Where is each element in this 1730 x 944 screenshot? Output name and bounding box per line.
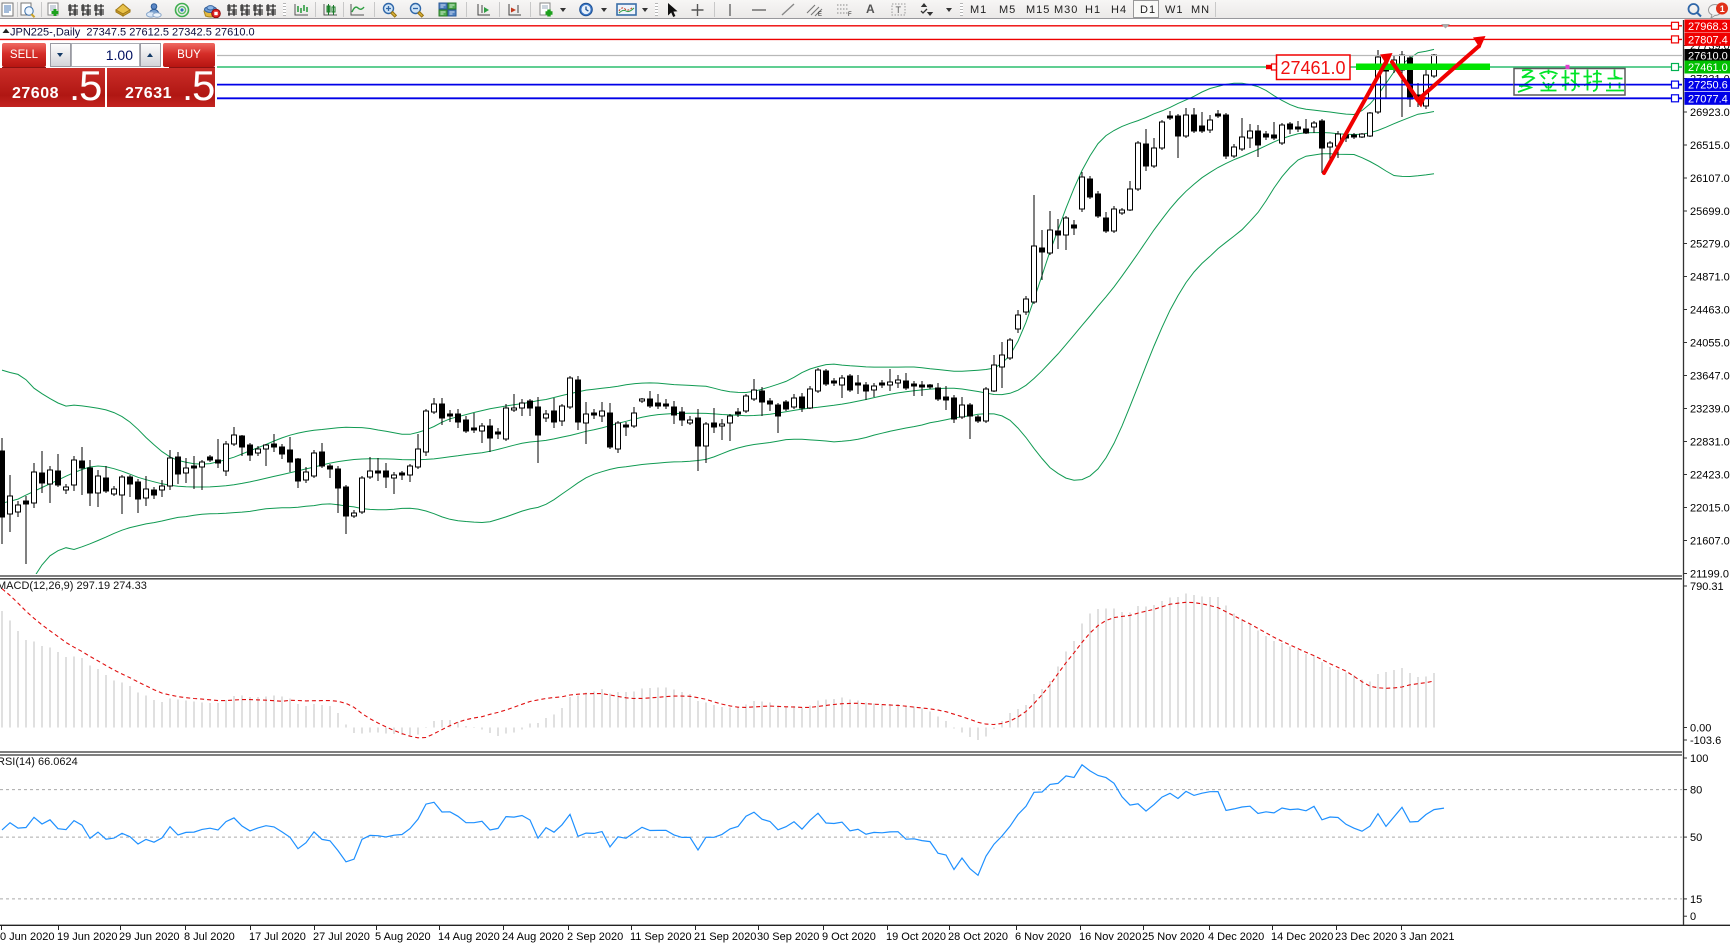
svg-text:MACD(12,26,9) 297.19 274.33: MACD(12,26,9) 297.19 274.33 <box>0 580 147 592</box>
svg-text:23647.0: 23647.0 <box>1690 371 1730 383</box>
svg-text:14 Aug 2020: 14 Aug 2020 <box>438 931 500 943</box>
svg-text:27461.0: 27461.0 <box>1280 58 1345 78</box>
svg-text:E: E <box>818 12 822 18</box>
svg-text:1: 1 <box>1720 4 1725 14</box>
svg-text:9 Oct 2020: 9 Oct 2020 <box>822 931 876 943</box>
svg-text:21 Sep 2020: 21 Sep 2020 <box>694 931 756 943</box>
svg-text:28 Oct 2020: 28 Oct 2020 <box>948 931 1008 943</box>
svg-text:27807.4: 27807.4 <box>1688 34 1728 46</box>
svg-text:3 Jan 2021: 3 Jan 2021 <box>1400 931 1454 943</box>
svg-text:29 Jun 2020: 29 Jun 2020 <box>119 931 180 943</box>
svg-text:30 Sep 2020: 30 Sep 2020 <box>757 931 819 943</box>
svg-text:24055.0: 24055.0 <box>1690 338 1730 350</box>
svg-text:24 Aug 2020: 24 Aug 2020 <box>502 931 564 943</box>
svg-text:26923.0: 26923.0 <box>1690 107 1730 119</box>
svg-text:15: 15 <box>1690 894 1702 906</box>
svg-text:27250.6: 27250.6 <box>1688 80 1728 92</box>
svg-text:2 Sep 2020: 2 Sep 2020 <box>567 931 623 943</box>
svg-text:23 Dec 2020: 23 Dec 2020 <box>1335 931 1397 943</box>
svg-text:22831.0: 22831.0 <box>1690 437 1730 449</box>
svg-text:8 Jul 2020: 8 Jul 2020 <box>184 931 235 943</box>
svg-text:27077.4: 27077.4 <box>1688 93 1728 105</box>
svg-text:JPN225-,Daily 27347.5 27612.5: JPN225-,Daily 27347.5 27612.5 27342.5 27… <box>10 27 255 39</box>
svg-text:RSI(14) 66.0624: RSI(14) 66.0624 <box>0 756 78 768</box>
svg-text:F: F <box>848 12 852 18</box>
svg-text:50: 50 <box>1690 832 1702 844</box>
svg-text:27610.0: 27610.0 <box>1688 51 1728 63</box>
svg-text:23239.0: 23239.0 <box>1690 404 1730 416</box>
svg-text:25 Nov 2020: 25 Nov 2020 <box>1142 931 1204 943</box>
svg-text:19 Jun 2020: 19 Jun 2020 <box>57 931 118 943</box>
svg-text:25699.0: 25699.0 <box>1690 206 1730 218</box>
svg-text:14 Dec 2020: 14 Dec 2020 <box>1271 931 1333 943</box>
svg-text:22423.0: 22423.0 <box>1690 470 1730 482</box>
svg-text:24463.0: 24463.0 <box>1690 305 1730 317</box>
svg-text:21199.0: 21199.0 <box>1690 569 1729 581</box>
svg-text:6 Nov 2020: 6 Nov 2020 <box>1015 931 1071 943</box>
svg-text:0 Jun 2020: 0 Jun 2020 <box>0 931 54 943</box>
svg-text:0.00: 0.00 <box>1690 723 1711 735</box>
svg-text:19 Oct 2020: 19 Oct 2020 <box>886 931 946 943</box>
svg-text:24871.0: 24871.0 <box>1690 272 1730 284</box>
svg-text:11 Sep 2020: 11 Sep 2020 <box>630 931 692 943</box>
svg-text:21607.0: 21607.0 <box>1690 536 1730 548</box>
svg-text:25279.0: 25279.0 <box>1690 239 1730 251</box>
svg-text:790.31: 790.31 <box>1690 581 1724 593</box>
svg-text:4 Dec 2020: 4 Dec 2020 <box>1208 931 1264 943</box>
svg-text:26107.0: 26107.0 <box>1690 173 1730 185</box>
svg-text:80: 80 <box>1690 785 1702 797</box>
svg-text:17 Jul 2020: 17 Jul 2020 <box>249 931 306 943</box>
svg-text:26515.0: 26515.0 <box>1690 140 1730 152</box>
svg-text:27968.3: 27968.3 <box>1688 21 1728 33</box>
svg-text:16 Nov 2020: 16 Nov 2020 <box>1079 931 1141 943</box>
svg-text:-103.6: -103.6 <box>1690 735 1721 747</box>
svg-text:5 Aug 2020: 5 Aug 2020 <box>375 931 431 943</box>
svg-text:22015.0: 22015.0 <box>1690 503 1730 515</box>
svg-text:T: T <box>896 5 902 15</box>
svg-text:27 Jul 2020: 27 Jul 2020 <box>313 931 370 943</box>
svg-text:0: 0 <box>1690 911 1696 923</box>
svg-text:100: 100 <box>1690 753 1708 765</box>
svg-text:27461.0: 27461.0 <box>1688 62 1728 74</box>
